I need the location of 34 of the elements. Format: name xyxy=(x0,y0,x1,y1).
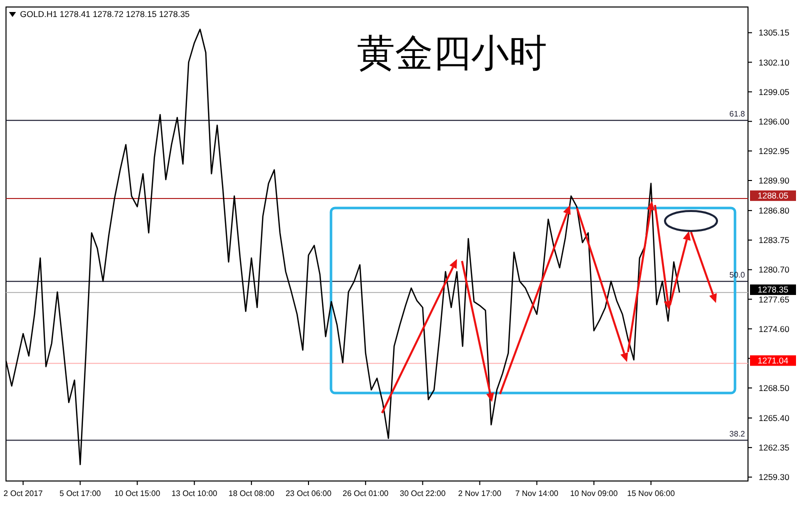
x-tick-label: 18 Oct 08:00 xyxy=(228,489,275,498)
x-tick-label: 30 Oct 22:00 xyxy=(400,489,446,498)
y-tick-label: 1296.00 xyxy=(758,116,790,126)
x-tick-label: 2 Oct 2017 xyxy=(4,489,44,498)
x-tick-label: 23 Oct 06:00 xyxy=(286,489,332,498)
chart-title: GOLD.H1 1278.41 1278.72 1278.15 1278.35 xyxy=(20,9,190,19)
x-tick-label: 5 Oct 17:00 xyxy=(60,489,102,498)
y-tick-label: 1277.65 xyxy=(758,294,790,304)
y-tick-label: 1289.90 xyxy=(758,176,790,186)
y-tick-label: 1259.30 xyxy=(758,472,790,482)
y-tick-label: 1286.80 xyxy=(758,206,790,216)
annotation: 38.2 xyxy=(729,429,746,438)
y-tick-label: 1299.05 xyxy=(758,86,790,97)
y-tick-label: 1262.35 xyxy=(758,442,790,453)
x-tick-label: 13 Oct 10:00 xyxy=(171,489,218,498)
annotation: 黄金四小时 xyxy=(357,33,547,75)
annotation: 61.8 xyxy=(729,109,746,118)
x-tick-label: 10 Nov 09:00 xyxy=(570,489,618,498)
y-tick-label: 1280.70 xyxy=(758,264,790,275)
y-tick-label: 1274.60 xyxy=(758,324,790,334)
ref-line-label: 1278.35 xyxy=(758,284,789,294)
x-tick-label: 7 Nov 14:00 xyxy=(515,489,559,498)
y-tick-label: 1265.40 xyxy=(758,412,790,423)
x-tick-label: 10 Oct 15:00 xyxy=(114,489,161,498)
x-tick-label: 26 Oct 01:00 xyxy=(342,489,390,498)
y-tick-label: 1292.95 xyxy=(758,146,790,156)
ref-line-label: 1288.05 xyxy=(758,190,789,200)
y-tick-label: 1305.15 xyxy=(758,28,790,38)
x-tick-label: 15 Nov 06:00 xyxy=(627,489,676,498)
y-tick-label: 1268.50 xyxy=(758,382,790,393)
x-tick-label: 2 Nov 17:00 xyxy=(458,489,502,498)
ref-line-label: 1271.04 xyxy=(758,355,789,366)
y-tick-label: 1283.75 xyxy=(758,235,790,246)
y-tick-label: 1302.10 xyxy=(758,57,790,68)
